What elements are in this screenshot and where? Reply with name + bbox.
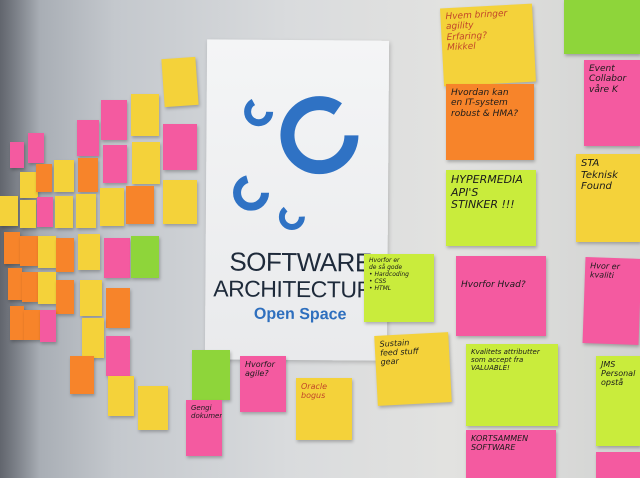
sticky-note — [0, 196, 18, 226]
note-text: Hvorfor agile? — [245, 360, 275, 379]
sticky-note — [106, 336, 130, 376]
sticky-note — [38, 272, 56, 304]
sticky-note: Hvorfor agile? — [240, 356, 286, 412]
sticky-note — [56, 238, 74, 272]
sticky-note — [131, 236, 159, 278]
sticky-note — [40, 310, 56, 342]
sticky-note — [20, 200, 36, 228]
note-text: JMS Personal opstå — [601, 360, 636, 388]
sticky-note — [20, 236, 38, 266]
sticky-note — [76, 194, 96, 228]
note-text: Hvorfor er de så gode • Hardcoding • CSS… — [369, 257, 409, 292]
sticky-note: Event Collabor våre K — [584, 60, 640, 146]
note-text: KORTSAMMEN SOFTWARE — [471, 434, 529, 453]
sticky-note — [132, 142, 160, 184]
sticky-note: JMS Personal opstå — [596, 356, 640, 446]
sticky-note — [37, 197, 53, 227]
sticky-note: STA Teknisk Found — [576, 154, 640, 242]
note-text: Hvor er kvaliti — [589, 261, 621, 281]
sticky-note — [163, 180, 197, 224]
sticky-note — [108, 376, 134, 416]
sticky-note — [192, 350, 230, 400]
note-text: STA Teknisk Found — [581, 158, 618, 192]
sticky-note — [80, 280, 102, 316]
sticky-note: Gengi dokument — [186, 400, 222, 456]
note-text: Oracle bogus — [301, 382, 328, 401]
sticky-note — [104, 238, 130, 278]
sticky-note — [54, 160, 74, 192]
note-text: Gengi dokument — [191, 404, 222, 421]
sticky-note — [163, 124, 197, 170]
sticky-note — [161, 56, 199, 108]
sticky-note — [10, 142, 24, 168]
note-text: Event Collabor våre K — [589, 64, 627, 95]
sticky-note: Sustain feed stuff gear — [374, 332, 452, 406]
sticky-note: Hvordan kan en IT-system robust & HMA? — [446, 84, 534, 160]
sticky-note — [56, 280, 74, 314]
sticky-note — [77, 120, 99, 156]
note-text: Hvordan kan en IT-system robust & HMA? — [451, 88, 519, 119]
note-text: Sustain feed stuff gear — [379, 338, 419, 368]
sticky-note — [22, 272, 38, 302]
note-text: HYPERMEDIA API'S STINKER !!! — [451, 173, 523, 212]
sticky-note — [55, 196, 73, 228]
sticky-note: Hvorfor Hvad? — [456, 256, 546, 336]
sticky-note — [20, 172, 38, 198]
sticky-note — [24, 310, 40, 340]
sticky-note — [564, 0, 640, 54]
sticky-note — [103, 145, 127, 183]
sticky-note — [106, 288, 130, 328]
sticky-note — [126, 186, 154, 224]
sticky-note: Hvem bringer agility Erfaring? Mikkel — [440, 3, 536, 87]
sticky-note — [82, 318, 104, 358]
sticky-note — [28, 133, 44, 163]
sticky-note — [100, 188, 124, 226]
sticky-note: Hvorfor er de så gode • Hardcoding • CSS… — [364, 254, 434, 322]
note-text: Kvalitets attributter som accept fra VAL… — [471, 348, 540, 373]
sticky-note — [596, 452, 640, 478]
sticky-note — [4, 232, 20, 264]
sticky-note: Hvor er kvaliti — [582, 257, 640, 345]
sticky-note — [131, 94, 159, 136]
note-text: Hvem bringer agility Erfaring? Mikkel — [445, 8, 508, 54]
open-space-logo-icon — [233, 96, 359, 230]
sticky-note — [78, 234, 100, 270]
sticky-note — [38, 236, 56, 268]
sticky-note: Kvalitets attributter som accept fra VAL… — [466, 344, 558, 426]
sticky-note: KORTSAMMEN SOFTWARE — [466, 430, 556, 478]
sticky-note — [10, 306, 24, 340]
sticky-note: HYPERMEDIA API'S STINKER !!! — [446, 170, 536, 246]
sticky-note: Oracle bogus — [296, 378, 352, 440]
sticky-note — [36, 164, 52, 192]
sticky-note — [78, 158, 98, 192]
sticky-note — [8, 268, 22, 300]
open-space-poster: SOFTWARE ARCHITECTURE Open Space — [204, 39, 390, 361]
sticky-note — [101, 100, 127, 140]
note-text: Hvorfor Hvad? — [461, 280, 526, 290]
sticky-note — [138, 386, 168, 430]
sticky-note — [70, 356, 94, 394]
